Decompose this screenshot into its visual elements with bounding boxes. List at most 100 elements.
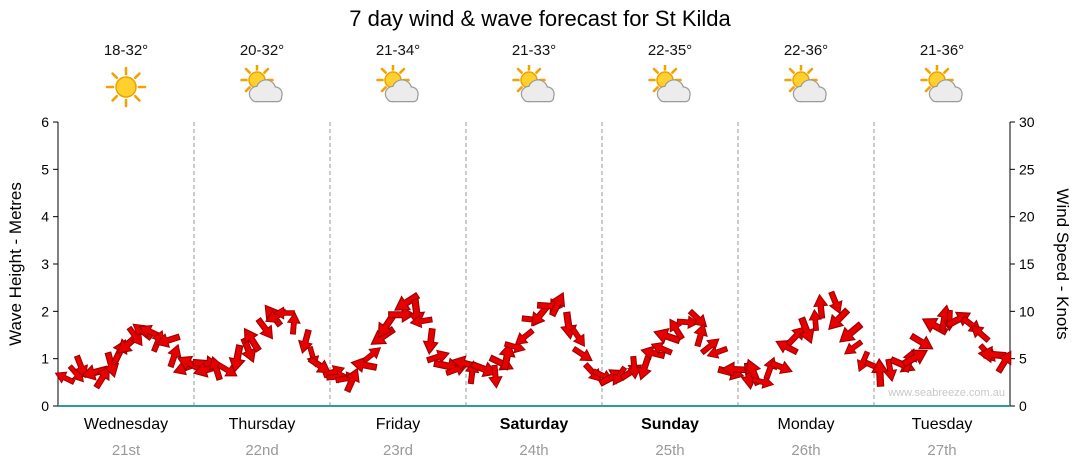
wind-arrow: [640, 345, 666, 361]
wind-arrow: [843, 339, 864, 355]
x-label-day-date: 21st: [111, 442, 141, 459]
wind-arrow: [208, 355, 224, 381]
wind-arrow: [228, 344, 246, 373]
x-label-day-date: 22nd: [245, 442, 279, 459]
wind-arrow: [699, 338, 720, 356]
sun-ray: [788, 86, 795, 93]
x-label-day-date: 23rd: [382, 442, 414, 459]
cloud-shape: [928, 79, 963, 103]
x-label-day-name: Sunday: [641, 416, 699, 433]
cloud-shape: [384, 79, 419, 103]
sun-cloud-graphic: [784, 63, 827, 103]
sun-ray: [111, 72, 119, 80]
sun-ray: [807, 67, 814, 74]
sun-ray: [244, 67, 251, 74]
wind-arrow: [73, 354, 89, 379]
sun-ray: [516, 86, 523, 93]
wind-arrow: [394, 291, 421, 311]
y-left-tick-label: 1: [41, 351, 49, 367]
sun-graphic: [105, 66, 147, 108]
wind-arrow: [571, 345, 593, 362]
x-label-day-name: Thursday: [228, 416, 296, 433]
wind-arrow: [514, 327, 535, 345]
cloud-shape: [520, 79, 555, 103]
sun-ray: [535, 67, 542, 74]
wind-arrow: [167, 343, 182, 369]
wind-arrow: [155, 333, 181, 348]
wind-arrow: [273, 306, 295, 320]
day-forecast-tuesday: 21-36°: [874, 42, 1010, 111]
y-right-tick-label: 0: [1019, 398, 1027, 414]
wind-arrow: [362, 347, 382, 364]
sun-ray: [399, 67, 406, 74]
wind-arrow: [350, 356, 378, 374]
x-label-day-name: Friday: [375, 416, 421, 433]
temperature-range: 18-32°: [103, 42, 149, 59]
wind-arrow: [995, 350, 1012, 374]
x-label-day-name: Saturday: [499, 416, 569, 433]
sun-cloud-graphic: [512, 63, 555, 103]
wind-arrow: [498, 341, 516, 371]
y-left-tick-label: 5: [41, 161, 49, 177]
sun-cloud-graphic: [240, 63, 283, 103]
sun-ray: [652, 86, 659, 93]
sun-cloud-icon: [602, 63, 738, 111]
sun-ray: [244, 86, 251, 93]
chart-title: 7 day wind & wave forecast for St Kilda: [349, 6, 731, 31]
sun-ray: [924, 67, 931, 74]
y-left-tick-label: 2: [41, 303, 49, 319]
sun-ray: [380, 67, 387, 74]
y-right-tick-label: 10: [1019, 303, 1035, 319]
cloud-shape: [248, 79, 283, 103]
temperature-range: 21-34°: [375, 42, 421, 59]
sun-ray: [133, 94, 141, 102]
wind-arrow: [883, 358, 898, 383]
wind-arrow: [488, 364, 503, 389]
sun-cloud-graphic: [920, 63, 963, 103]
y-left-tick-label: 0: [41, 398, 49, 414]
wind-arrow: [422, 327, 439, 355]
wind-arrow: [426, 349, 450, 364]
wind-arrow: [569, 326, 585, 347]
sun-cloud-icon: [738, 63, 874, 111]
wind-arrow: [216, 362, 238, 377]
y-right-tick-label: 25: [1019, 161, 1035, 177]
sun-ray: [671, 67, 678, 74]
wind-arrow: [627, 355, 642, 380]
wind-arrow: [549, 291, 566, 318]
wind-arrow: [751, 375, 775, 389]
sun-ray: [133, 72, 141, 80]
x-label-day-date: 27th: [927, 442, 957, 459]
wind-arrow: [307, 355, 332, 374]
wind-arrow: [255, 317, 274, 340]
x-label-day-date: 24th: [519, 442, 549, 459]
x-label-day-name: Tuesday: [911, 416, 973, 433]
sun-cloud-graphic: [648, 63, 691, 103]
wind-arrow: [828, 307, 851, 331]
y-right-tick-label: 15: [1019, 256, 1035, 272]
wind-arrow: [909, 332, 934, 350]
y-right-tick-label: 30: [1019, 114, 1035, 130]
wind-arrow: [693, 323, 708, 348]
sun-ray: [788, 67, 795, 74]
sun-ray: [652, 67, 659, 74]
sun-icon: [58, 65, 194, 111]
x-label-day-name: Monday: [777, 416, 835, 433]
day-forecast-wednesday: 18-32°: [58, 42, 194, 111]
sun-ray: [380, 86, 387, 93]
wind-arrow: [813, 293, 829, 319]
day-forecast-thursday: 20-32°: [194, 42, 330, 111]
x-label-day-name: Wednesday: [83, 416, 169, 433]
y-right-tick-label: 20: [1019, 209, 1035, 225]
wind-arrow: [871, 357, 889, 387]
x-label-day-date: 26th: [791, 442, 821, 459]
wind-arrow: [103, 351, 120, 378]
sun-ray: [111, 94, 119, 102]
wind-arrow: [706, 345, 729, 359]
sun-cloud-icon: [874, 63, 1010, 111]
wind-arrow: [286, 311, 301, 335]
x-axis-labels: Wednesday 21st Thursday 22nd Friday 23rd Satur…: [0, 416, 1080, 474]
wind-arrow: [839, 321, 864, 343]
